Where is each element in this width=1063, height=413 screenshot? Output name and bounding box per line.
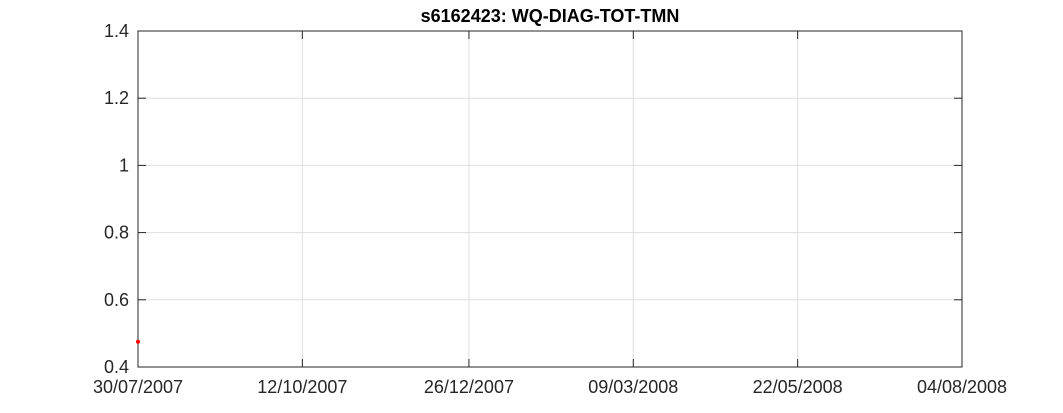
y-tick-label: 0.8	[104, 223, 129, 243]
x-tick-label: 09/03/2008	[588, 377, 678, 397]
x-tick-label: 12/10/2007	[257, 377, 347, 397]
y-tick-label: 1.2	[104, 88, 129, 108]
plot-frame	[137, 30, 963, 368]
x-tick-labels: 30/07/2007 12/10/2007 26/12/2007 09/03/2008…	[93, 377, 1007, 397]
y-tick-label: 0.4	[104, 357, 129, 377]
y-tick-label: 1	[119, 155, 129, 175]
chart-title: s6162423: WQ-DIAG-TOT-TMN	[421, 6, 680, 26]
tick-marks	[137, 30, 963, 368]
x-tick-label: 30/07/2007	[93, 377, 183, 397]
x-tick-label: 22/05/2008	[753, 377, 843, 397]
y-tick-labels: 0.4 0.6 0.8 1 1.2 1.4	[104, 21, 129, 377]
data-points	[136, 339, 140, 344]
grid	[138, 31, 962, 367]
y-tick-label: 1.4	[104, 21, 129, 41]
x-tick-label: 26/12/2007	[424, 377, 514, 397]
x-tick-label: 04/08/2008	[917, 377, 1007, 397]
data-point	[136, 339, 140, 344]
plot-area	[138, 31, 962, 367]
y-tick-label: 0.6	[104, 290, 129, 310]
